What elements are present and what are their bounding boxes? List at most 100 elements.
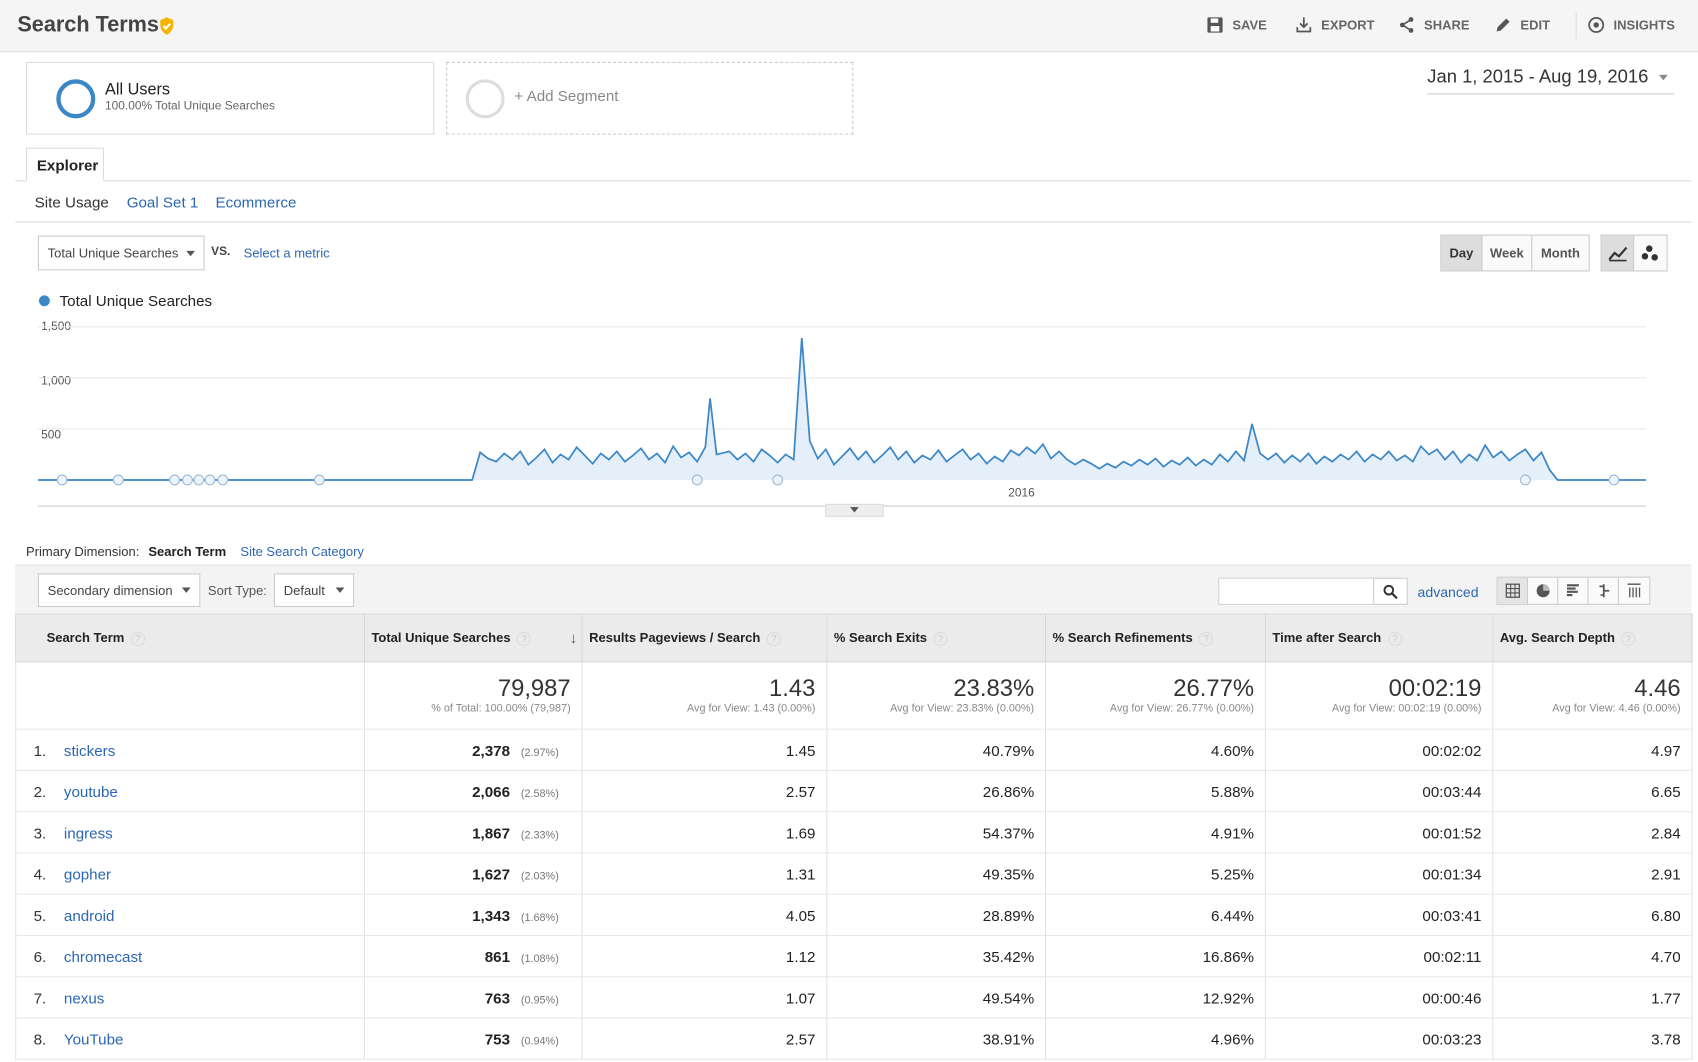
annotation-marker[interactable]: [217, 474, 229, 486]
searches-cell: 1,627 (2.03%): [363, 852, 583, 895]
add-segment-button[interactable]: [446, 61, 854, 135]
export-button[interactable]: EXPORT: [1295, 16, 1375, 33]
week-button[interactable]: Week: [1483, 235, 1533, 271]
metric-dropdown[interactable]: Total Unique Searches: [37, 235, 205, 271]
row-number: 7.: [33, 988, 47, 1007]
search-term-link[interactable]: chromecast: [63, 947, 143, 965]
searches-cell: 2,378 (2.97%): [363, 729, 583, 771]
legend-label: Total Unique Searches: [59, 292, 213, 310]
header-search-refinements[interactable]: % Search Refinements?: [1045, 613, 1266, 663]
search-term-link[interactable]: nexus: [63, 988, 105, 1007]
help-icon[interactable]: ?: [933, 631, 948, 646]
exits-cell: 49.35%: [826, 852, 1047, 895]
header-search-exits[interactable]: % Search Exits?: [826, 613, 1047, 663]
header-avg-search-depth[interactable]: Avg. Search Depth?: [1492, 613, 1693, 663]
secondary-dimension-dropdown[interactable]: Secondary dimension: [37, 573, 201, 608]
page-title: Search Terms: [17, 13, 159, 37]
total-subtext: Avg for View: 00:02:19 (0.00%): [1331, 702, 1482, 714]
subtab-ecommerce[interactable]: Ecommerce: [215, 193, 297, 211]
search-term-link[interactable]: ingress: [63, 823, 113, 842]
month-button[interactable]: Month: [1540, 245, 1580, 261]
annotation-marker[interactable]: [1519, 474, 1531, 486]
dimension-search-term[interactable]: Search Term: [148, 544, 227, 560]
help-icon[interactable]: ?: [1199, 631, 1214, 646]
subtab-site-usage[interactable]: Site Usage: [34, 193, 109, 211]
time-cell: 00:00:46: [1264, 976, 1494, 1019]
row-number: 1.: [33, 741, 47, 759]
line-chart-button[interactable]: [1601, 235, 1635, 271]
save-button[interactable]: SAVE: [1206, 16, 1267, 33]
help-icon[interactable]: ?: [130, 631, 145, 646]
annotation-marker[interactable]: [112, 474, 124, 486]
time-cell: 00:03:44: [1264, 770, 1494, 813]
help-icon[interactable]: ?: [1621, 631, 1636, 646]
data-table: Search Term? Total Unique Searches? ↓ Res…: [15, 613, 1693, 1060]
advanced-filter-link[interactable]: advanced: [1417, 584, 1479, 601]
save-icon: [1207, 17, 1223, 33]
searches-value: 861: [484, 947, 511, 965]
search-term-link[interactable]: stickers: [63, 741, 116, 759]
subtab-goal-set[interactable]: Goal Set 1: [126, 193, 199, 211]
header-total-unique-searches[interactable]: Total Unique Searches? ↓: [363, 613, 583, 663]
report-header: [0, 0, 1698, 53]
annotation-marker[interactable]: [169, 474, 181, 486]
performance-view-button[interactable]: [1558, 577, 1589, 604]
pie-view-button[interactable]: [1528, 577, 1559, 604]
annotation-marker[interactable]: [691, 474, 703, 486]
searches-cell: 1,343 (1.68%): [363, 894, 583, 937]
insights-button[interactable]: INSIGHTS: [1588, 16, 1675, 33]
pivot-view-button[interactable]: [1619, 578, 1649, 604]
exits-cell: 35.42%: [826, 935, 1047, 978]
annotation-marker[interactable]: [56, 474, 68, 486]
data-view-button[interactable]: [1497, 577, 1528, 604]
annotation-marker[interactable]: [1608, 474, 1620, 486]
refinements-cell: 5.25%: [1045, 852, 1266, 895]
annotation-marker[interactable]: [772, 474, 784, 486]
term-cell: 2. youtube: [15, 770, 365, 813]
dimension-site-search-category[interactable]: Site Search Category: [240, 544, 364, 560]
day-button[interactable]: Day: [1441, 235, 1483, 271]
depth-cell: 6.65: [1492, 770, 1693, 813]
search-term-link[interactable]: youtube: [63, 782, 118, 800]
search-term-link[interactable]: YouTube: [63, 1029, 124, 1048]
motion-chart-button[interactable]: [1634, 236, 1666, 271]
bar-chart-icon: [1566, 584, 1579, 597]
header-results-pageviews[interactable]: Results Pageviews / Search?: [581, 613, 828, 663]
header-search-term[interactable]: Search Term?: [15, 613, 365, 663]
annotation-marker[interactable]: [193, 474, 205, 486]
annotation-marker[interactable]: [313, 474, 325, 486]
search-term-link[interactable]: android: [63, 906, 115, 924]
term-cell: 1. stickers: [15, 729, 365, 771]
searches-value: 763: [484, 988, 511, 1007]
term-cell: 6. chromecast: [15, 935, 365, 978]
searches-percent: (0.94%): [520, 1035, 559, 1048]
header-time-after-search[interactable]: Time after Search?: [1264, 613, 1494, 663]
search-button[interactable]: [1374, 579, 1406, 604]
sort-type-dropdown[interactable]: Default: [273, 573, 355, 608]
table-search-input[interactable]: [1219, 578, 1375, 604]
subtab-divider: [15, 221, 1692, 223]
searches-cell: 753 (0.94%): [363, 1018, 583, 1060]
help-icon[interactable]: ?: [517, 631, 532, 646]
rpv-cell: 2.57: [581, 770, 828, 813]
export-label: EXPORT: [1321, 17, 1375, 33]
select-metric-link[interactable]: Select a metric: [243, 245, 330, 261]
tab-explorer[interactable]: Explorer: [25, 147, 104, 182]
row-number: 2.: [33, 782, 47, 800]
time-cell: 00:02:02: [1264, 729, 1494, 771]
comparison-view-button[interactable]: [1589, 577, 1619, 604]
searches-value: 2,378: [472, 741, 511, 759]
depth-cell: 1.77: [1492, 976, 1693, 1019]
date-range-picker[interactable]: Jan 1, 2015 - Aug 19, 2016: [1427, 66, 1649, 87]
annotation-marker[interactable]: [182, 474, 193, 486]
edit-button[interactable]: EDIT: [1494, 16, 1550, 33]
search-term-link[interactable]: gopher: [63, 864, 112, 883]
annotation-marker[interactable]: [204, 474, 216, 486]
sort-desc-icon[interactable]: ↓: [569, 628, 578, 647]
help-icon[interactable]: ?: [766, 631, 781, 646]
share-button[interactable]: SHARE: [1398, 16, 1470, 33]
time-cell: 00:03:41: [1264, 894, 1494, 937]
help-icon[interactable]: ?: [1387, 631, 1402, 646]
term-cell: 5. android: [15, 894, 365, 937]
depth-cell: 4.97: [1492, 729, 1693, 771]
